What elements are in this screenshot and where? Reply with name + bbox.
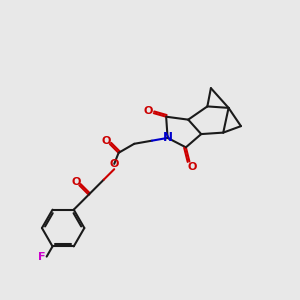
Text: O: O xyxy=(144,106,153,116)
Text: N: N xyxy=(163,131,172,144)
Text: F: F xyxy=(38,252,45,262)
Text: O: O xyxy=(102,136,111,146)
Text: O: O xyxy=(71,177,80,187)
Text: O: O xyxy=(110,159,119,169)
Text: O: O xyxy=(188,162,197,172)
